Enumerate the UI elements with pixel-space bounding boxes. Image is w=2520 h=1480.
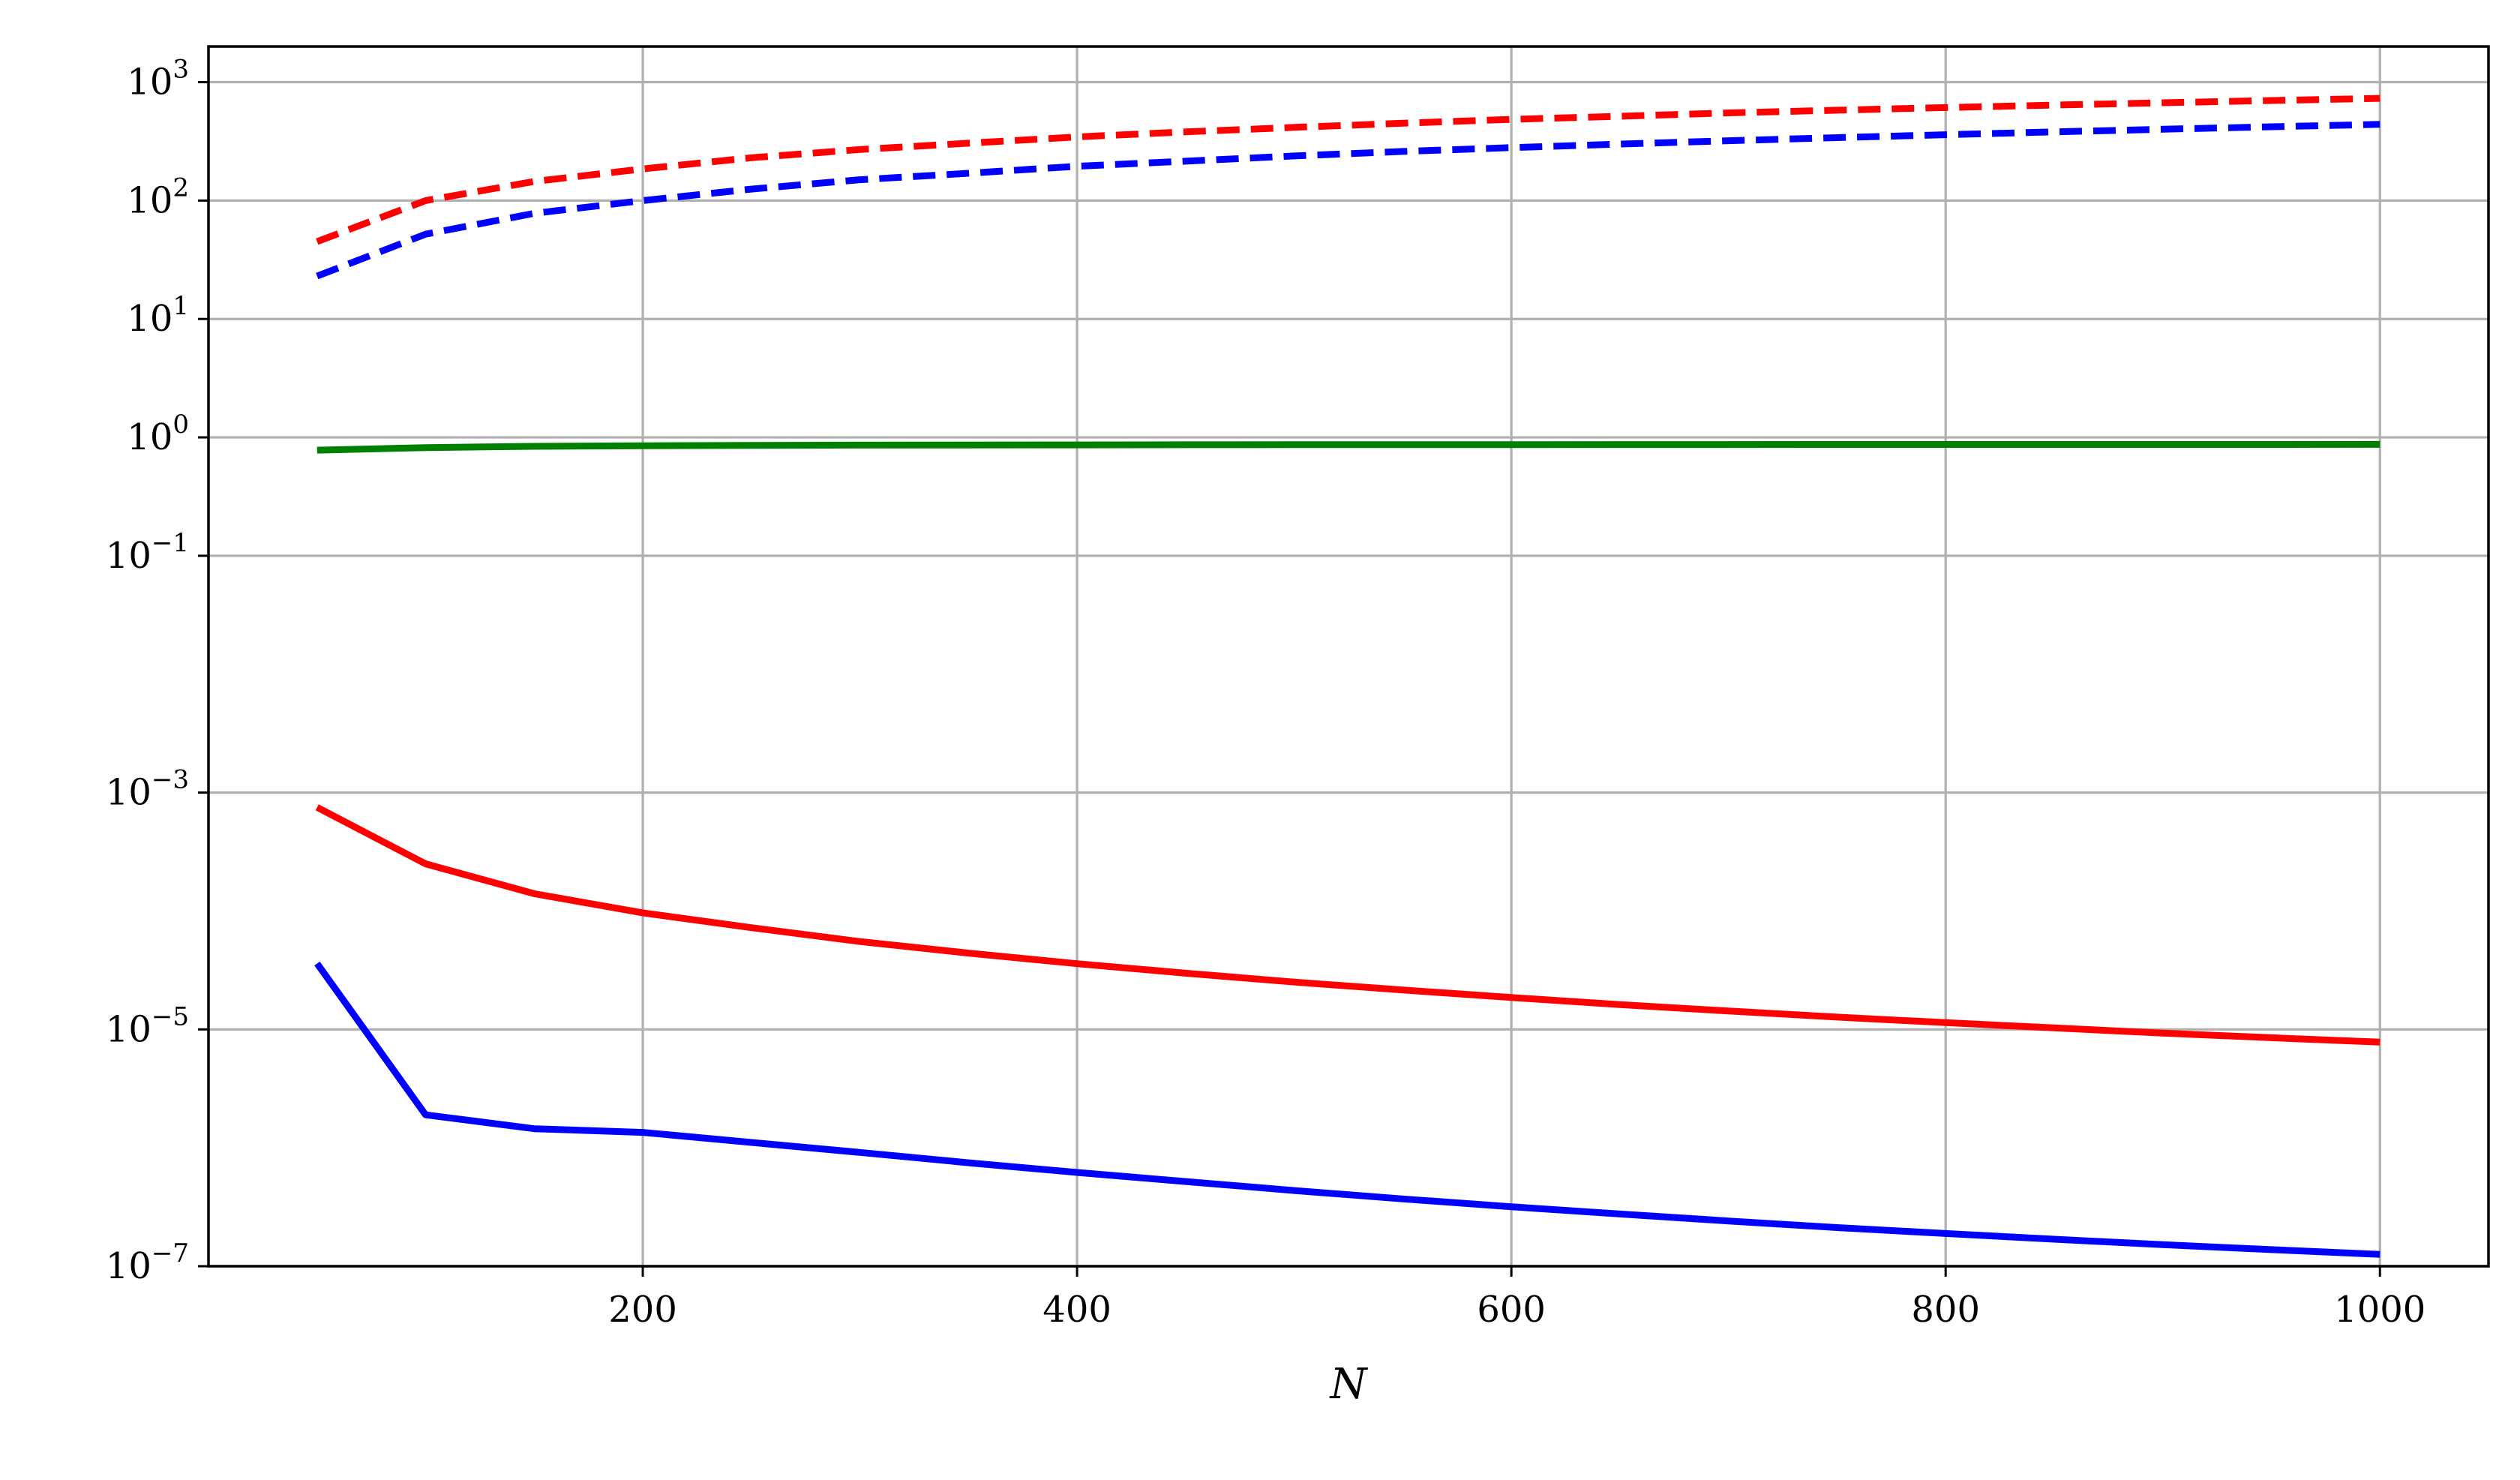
- x-tick-label: 200: [608, 1289, 677, 1331]
- y-tick-label: 10−7: [106, 1238, 189, 1287]
- y-tick-label: 10−5: [106, 1001, 189, 1050]
- x-tick-label: 400: [1042, 1289, 1112, 1331]
- y-tick-label: 101: [127, 291, 189, 340]
- series-line-4: [315, 804, 2380, 1046]
- y-tick-label: 10−1: [106, 528, 189, 577]
- axis-ticks: 200 400 600 800 1000 103 102 101 100 10−1 10−3 10−5…: [106, 55, 2426, 1331]
- series-lines: [314, 95, 2380, 1258]
- series-line-3: [316, 440, 2380, 454]
- x-tick-label: 600: [1477, 1289, 1546, 1331]
- y-tick-label: 102: [127, 173, 189, 221]
- y-tick-label: 100: [127, 410, 189, 458]
- y-tick-label: 103: [127, 55, 189, 104]
- x-axis-label: N: [1329, 1360, 1369, 1409]
- plot-frame: [207, 45, 2490, 1268]
- x-tick-label: 1000: [2334, 1289, 2426, 1331]
- y-tick-label: 10−3: [106, 765, 189, 814]
- x-tick-label: 800: [1911, 1289, 1980, 1331]
- series-line-5: [314, 961, 2380, 1258]
- series-line-1: [316, 95, 2380, 245]
- series-line-2: [316, 121, 2380, 280]
